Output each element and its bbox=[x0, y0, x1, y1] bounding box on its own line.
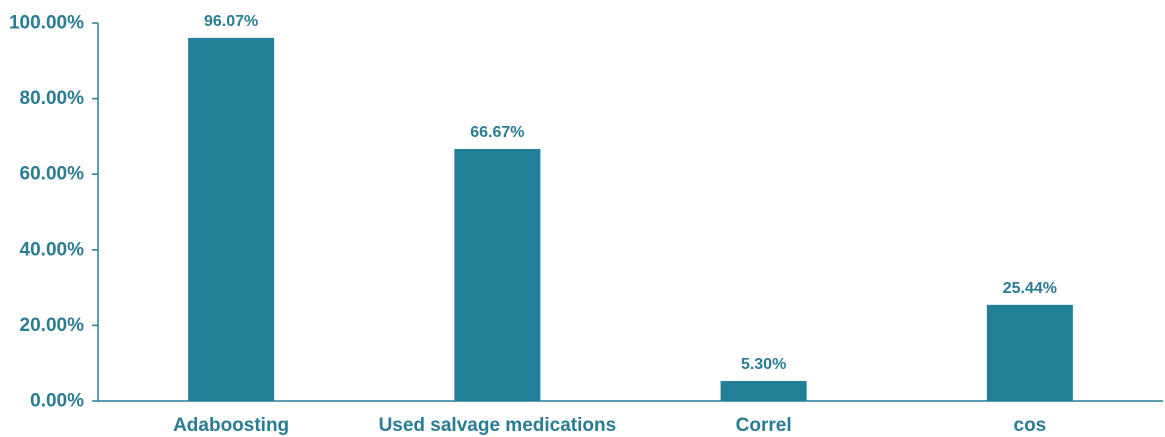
x-category-label: Adaboosting bbox=[173, 415, 289, 436]
bar bbox=[188, 37, 275, 401]
bars bbox=[188, 37, 1073, 401]
bar bbox=[986, 304, 1073, 401]
bar-data-label: 96.07% bbox=[204, 13, 258, 30]
y-tick-label: 0.00% bbox=[30, 391, 84, 412]
y-axis: 0.00% 20.00% 40.00% 60.00% 80.00% 100.00% bbox=[9, 13, 99, 412]
y-tick-label: 80.00% bbox=[20, 88, 85, 109]
x-category-label: Used salvage medications bbox=[379, 415, 617, 436]
y-tick-label: 60.00% bbox=[20, 164, 85, 185]
y-tick-label: 100.00% bbox=[9, 13, 84, 34]
bar-data-label: 66.67% bbox=[470, 124, 524, 141]
data-labels: 96.07% 66.67% 5.30% 25.44% bbox=[204, 13, 1057, 373]
y-tick-label: 40.00% bbox=[20, 239, 85, 260]
x-category-label: cos bbox=[1014, 415, 1047, 436]
bar bbox=[454, 148, 541, 401]
bar-data-label: 25.44% bbox=[1003, 280, 1057, 297]
y-tick-label: 20.00% bbox=[20, 315, 85, 336]
bar-data-label: 5.30% bbox=[741, 356, 786, 373]
bar bbox=[720, 380, 807, 401]
category-labels: Adaboosting Used salvage medications Corre… bbox=[173, 415, 1046, 436]
x-category-label: Correl bbox=[736, 415, 792, 436]
